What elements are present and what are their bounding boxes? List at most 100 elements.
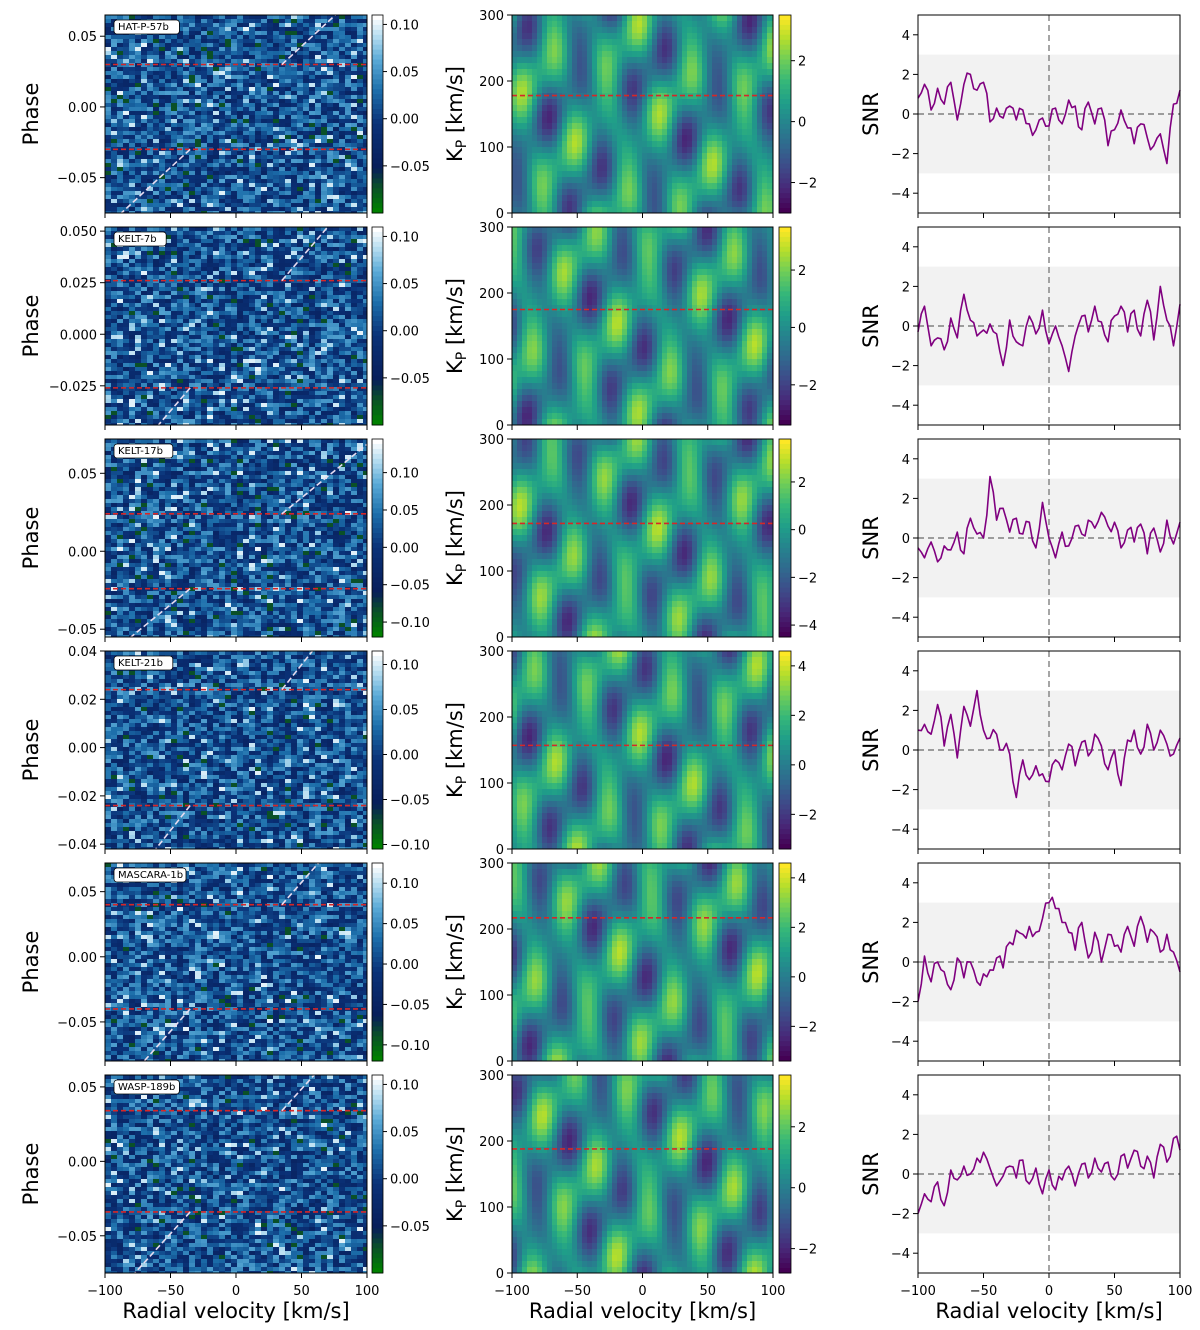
phase-ytick-label: 0.05: [68, 1081, 97, 1096]
phase-cbar-tick-label: −0.05: [390, 372, 430, 387]
kp-ytick-label: 200: [479, 287, 504, 302]
snr-ytick-label: −2: [891, 572, 910, 587]
snr-ytick-label: −4: [891, 399, 910, 414]
phase-ytick-label: 0.050: [60, 225, 97, 240]
kp-cbar-tick-label: 2: [798, 264, 806, 279]
kp-cbar-tick-label: 2: [798, 1121, 806, 1136]
snr-ytick-label: 0: [902, 320, 910, 335]
planet-label-box: [113, 655, 174, 671]
snr-ytick-label: 2: [902, 280, 910, 295]
phase-ytick-label: −0.05: [57, 172, 97, 187]
snr-ytick-label: −4: [891, 1247, 910, 1262]
phase-ytick-label: −0.05: [57, 1016, 97, 1031]
kp-map: [512, 227, 773, 425]
phase-map: [105, 863, 367, 1061]
kp-ytick-label: 0: [496, 419, 504, 434]
phase-cbar-tick-label: 0.00: [390, 1173, 419, 1188]
phase-ytick-label: 0.05: [68, 886, 97, 901]
snr-ylabel: SNR: [859, 728, 883, 772]
phase-cbar-tick-label: −0.05: [390, 794, 430, 809]
snr-ytick-label: 4: [902, 29, 910, 44]
phase-ylabel: Phase: [19, 295, 43, 358]
kp-ytick-label: 0: [496, 631, 504, 646]
phase-cbar-tick-label: 0.00: [390, 958, 419, 973]
snr-ytick-label: 4: [902, 453, 910, 468]
kp-ytick-label: 300: [479, 433, 504, 448]
snr-ytick-label: −4: [891, 187, 910, 202]
phase-xlabel: Radial velocity [km/s]: [122, 1299, 349, 1323]
phase-ylabel: Phase: [19, 83, 43, 146]
snr-ytick-label: 4: [902, 877, 910, 892]
snr-curve: [917, 1135, 1181, 1214]
snr-curve: [917, 689, 1181, 799]
kp-ytick-label: 0: [496, 207, 504, 222]
kp-ytick-label: 200: [479, 75, 504, 90]
phase-ytick-label: −0.025: [49, 380, 97, 395]
kp-ytick-label: 100: [479, 1201, 504, 1216]
kp-ytick-label: 100: [479, 353, 504, 368]
snr-ytick-label: −2: [891, 1208, 910, 1223]
kp-cbar-tick-label: 2: [798, 55, 806, 70]
kp-xlabel: Radial velocity [km/s]: [529, 1299, 756, 1323]
phase-ylabel: Phase: [19, 1143, 43, 1206]
snr-ytick-label: −2: [891, 784, 910, 799]
kp-cbar-tick-label: 2: [798, 709, 806, 724]
phase-cbar-tick-label: 0.10: [390, 18, 419, 33]
row-kelt-7b: KELT-7b0.0500.0250.000−0.025Phase0.100.0…: [19, 221, 1181, 434]
planet-label-box: [113, 1079, 180, 1095]
kp-cbar-tick-label: −2: [798, 1243, 817, 1258]
kp-cbar-tick-label: 0: [798, 971, 806, 986]
phase-cbar-tick-label: −0.05: [390, 579, 430, 594]
planet-trail-upper: [281, 1075, 315, 1112]
phase-cbar-tick-label: 0.00: [390, 325, 419, 340]
snr-xtick-label: 50: [1106, 1284, 1123, 1299]
kp-ylabel: KP [km/s]: [443, 490, 470, 586]
kp-cbar-tick-label: 2: [798, 476, 806, 491]
kp-map: [512, 439, 773, 637]
snr-ytick-label: 2: [902, 704, 910, 719]
phase-cbar-tick-label: 0.10: [390, 230, 419, 245]
kp-ylabel: KP [km/s]: [443, 914, 470, 1010]
phase-cbar-tick-label: −0.05: [390, 160, 430, 175]
planet-label: WASP-189b: [118, 1082, 175, 1093]
kp-ytick-label: 200: [479, 1135, 504, 1150]
snr-curve: [917, 896, 1181, 1002]
phase-ytick-label: −0.04: [57, 838, 97, 853]
planet-trail-upper: [281, 443, 367, 515]
kp-ylabel: KP [km/s]: [443, 1126, 470, 1222]
kp-ytick-label: 300: [479, 221, 504, 236]
snr-ytick-label: 4: [902, 665, 910, 680]
planet-label: KELT-21b: [118, 658, 163, 669]
kp-cbar-tick-label: −4: [798, 619, 817, 634]
snr-ytick-label: 0: [902, 108, 910, 123]
planet-label-box: [113, 231, 167, 247]
kp-ylabel: KP [km/s]: [443, 278, 470, 374]
kp-colorbar: [778, 1074, 792, 1274]
snr-curve: [917, 285, 1181, 373]
phase-colorbar: [371, 14, 384, 214]
phase-cbar-tick-label: −0.10: [390, 839, 430, 854]
snr-ytick-label: 2: [902, 916, 910, 931]
snr-ytick-label: −4: [891, 611, 910, 626]
snr-ytick-label: 2: [902, 68, 910, 83]
phase-map: [105, 651, 367, 849]
phase-ylabel: Phase: [19, 931, 43, 994]
snr-ytick-label: −2: [891, 148, 910, 163]
phase-cbar-tick-label: 0.05: [390, 278, 419, 293]
kp-cbar-tick-label: −2: [798, 177, 817, 192]
phase-ytick-label: 0.00: [68, 101, 97, 116]
phase-ytick-label: −0.05: [57, 623, 97, 638]
kp-cbar-tick-label: 0: [798, 524, 806, 539]
snr-ytick-label: 4: [902, 241, 910, 256]
kp-cbar-tick-label: 4: [798, 660, 806, 675]
kp-ytick-label: 100: [479, 565, 504, 580]
kp-ytick-label: 200: [479, 499, 504, 514]
snr-ytick-label: 0: [902, 532, 910, 547]
phase-xtick-label: −50: [157, 1284, 184, 1299]
planet-trail-upper: [281, 227, 329, 282]
kp-cbar-tick-label: −2: [798, 379, 817, 394]
kp-map: [512, 1075, 773, 1273]
kp-cbar-tick-label: −2: [798, 808, 817, 823]
phase-cbar-tick-label: 0.05: [390, 918, 419, 933]
snr-ytick-label: 4: [902, 1089, 910, 1104]
